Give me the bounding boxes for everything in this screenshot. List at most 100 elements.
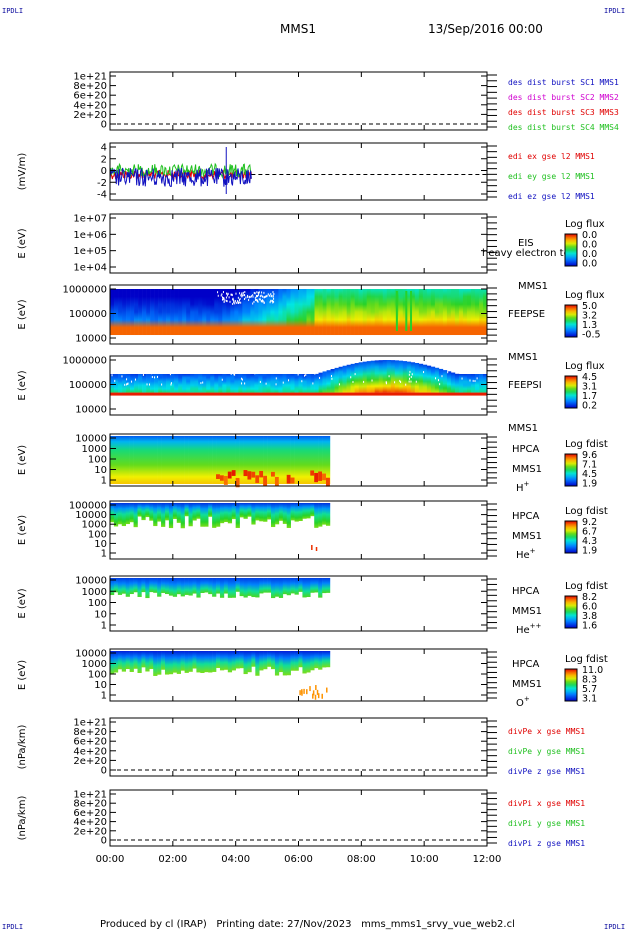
heatmap-column [310,436,315,484]
heatmap-column [227,578,233,598]
heatmap-column [286,503,291,528]
heatmap-column [274,651,280,676]
heatmap-column [146,289,151,336]
heatmap-gap [423,371,425,374]
spacecraft-label: MMS1 [512,679,542,690]
heatmap-column [414,289,420,336]
heatmap-gap [146,383,148,386]
heatmap-column [180,651,185,671]
heatmap-column [231,578,236,598]
heatmap-column [290,578,295,594]
heatmap-gap [151,376,153,379]
heatmap-gap [244,291,246,294]
heatmap-gap [238,301,240,304]
heatmap-column [298,651,303,668]
heatmap-column [294,436,299,484]
spacecraft-label: MMS1 [512,606,542,617]
date-title: 13/Sep/2016 00:00 [428,22,543,36]
x-tick-label: 00:00 [96,854,125,865]
heatmap-gap [261,300,263,303]
y-tick-label: 6e+20 [73,808,107,819]
heatmap-column [157,436,162,484]
y-tick-label: 100 [88,670,107,681]
heatmap-column [202,374,207,393]
heatmap-gap [258,291,260,294]
heatmap-column [454,373,460,393]
heatmap-gap [267,293,269,296]
heatmap-column [141,503,146,521]
heatmap-column [250,374,255,393]
x-tick-label: 04:00 [221,854,250,865]
heatmap-column [394,360,400,393]
heatmap-gap [223,298,225,301]
heatmap-column [330,369,335,393]
instrument-label: HPCA [512,659,540,670]
heatmap-column [133,436,138,484]
heatmap-column [122,289,127,336]
heatmap-column [198,374,203,393]
heatmap-column [294,289,299,336]
heatmap-gap [338,383,340,386]
heatmap-gap [260,300,262,303]
heatmap-gap [124,383,126,386]
heatmap-cell [259,470,264,478]
heatmap-column [133,578,138,593]
footer: Produced by cl (IRAP) Printing date: 27/… [100,919,515,930]
corner-label-bottom-right: IPDLI [604,923,626,931]
colorbar-title: Log fdist [565,581,608,592]
heatmap-column [182,289,187,336]
heatmap-gap [256,291,258,294]
heatmap-column [314,503,319,528]
heatmap-cell [306,689,308,695]
heatmap-column [402,289,408,336]
heatmap-gap [400,381,402,384]
heatmap-column [390,289,396,336]
y-tick-label: 1 [101,621,107,632]
heatmap-gap [263,301,265,304]
heatmap-column [450,289,456,336]
heatmap-gap [310,371,312,374]
heatmap-gap [474,380,476,383]
heatmap-cell [299,690,301,696]
heatmap-gap [254,292,256,295]
heatmap-column [133,651,138,669]
heatmap-column [178,289,183,336]
y-tick-label: 1000 [82,520,107,531]
heatmap-column [410,362,416,393]
heatmap-column [222,289,227,336]
y-tick-label: 1000 [82,659,107,670]
colorbar [565,376,577,408]
heatmap-gap [371,379,373,382]
heatmap-column [386,289,392,336]
colorbar-tick-label: 0.0 [582,240,597,251]
heatmap-column [182,374,187,393]
heatmap-column [192,503,197,521]
heatmap-column [267,578,272,593]
heatmap-column [251,503,256,525]
heatmap-column [125,436,130,484]
colorbar-tick-label: 3.1 [582,382,597,393]
panel-feepsi: 1000000 100000 10000 E (eV) FEEPSI MMS1 Log fl… [17,355,605,434]
instrument-label: HPCA [512,511,540,522]
heatmap-gap [142,373,144,376]
heatmap-column [366,361,371,393]
heatmap-column [430,366,436,393]
colorbar-tick-label: 8.3 [582,675,597,686]
heatmap-column [226,289,231,336]
heatmap-column [125,503,130,525]
panel-frame [109,717,488,777]
heatmap-column [216,436,221,484]
y-tick-label: 10 [94,539,107,550]
heatmap-column [174,289,179,336]
colorbar-tick-label: 1.6 [582,621,597,632]
heatmap-column [113,503,119,527]
colorbar-tick-label: 0.0 [582,230,597,241]
heatmap-column [121,651,127,672]
heatmap-column [358,289,363,336]
y-tick-label: 1e+06 [73,230,107,241]
heatmap-column [458,289,464,336]
species-label: He++ [516,622,542,636]
heatmap-column [162,289,167,336]
heatmap-column [290,374,295,393]
